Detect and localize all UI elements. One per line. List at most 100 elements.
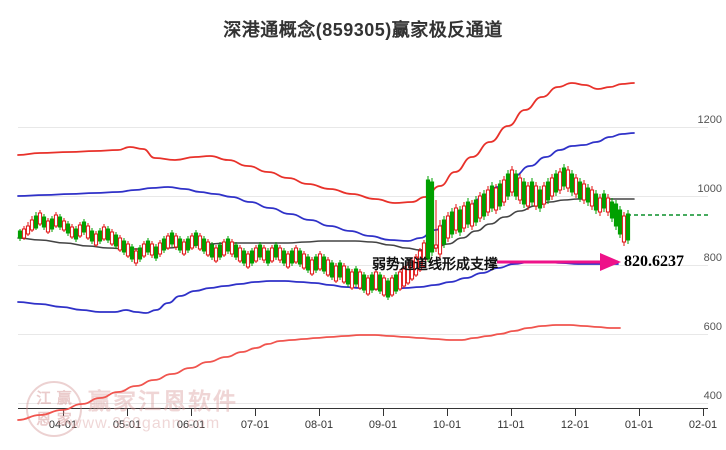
candle-body — [345, 268, 351, 285]
candle-body — [565, 169, 571, 189]
seal-char-3: 恩 — [36, 410, 52, 428]
band-line — [17, 82, 635, 204]
candle-body — [477, 195, 483, 219]
candle-body — [377, 274, 383, 292]
gridline — [18, 334, 708, 335]
candle-body — [149, 243, 155, 256]
candle-body — [241, 250, 247, 264]
candle-body — [457, 209, 463, 233]
candle-body — [141, 243, 147, 257]
candlestick-group — [17, 164, 631, 300]
candle-body — [129, 246, 135, 260]
candle-body — [113, 234, 119, 247]
candle-body — [361, 274, 367, 291]
candle-body — [317, 253, 323, 270]
candle-body — [133, 250, 139, 264]
candle-body — [229, 241, 235, 255]
x-axis-tick — [639, 409, 640, 416]
x-axis-label: 06-01 — [176, 419, 206, 431]
candle-body — [217, 244, 223, 258]
candle-body — [137, 247, 143, 260]
candle-body — [437, 225, 443, 255]
candle-body — [53, 214, 59, 227]
candle-body — [73, 228, 79, 240]
x-axis-tick — [575, 409, 576, 416]
band-line — [17, 132, 635, 242]
candle-body — [265, 250, 271, 264]
x-axis-label: 09-01 — [368, 419, 398, 431]
x-axis-label: 12-01 — [560, 419, 590, 431]
candle-body — [161, 238, 167, 251]
candle-body — [381, 277, 387, 296]
candle-body — [173, 235, 179, 248]
candle-body — [321, 256, 327, 272]
candle-body — [465, 201, 471, 225]
candle-body — [605, 197, 611, 213]
candle-body — [269, 247, 275, 262]
y-axis-label: 400 — [703, 390, 722, 402]
candle-body — [325, 259, 331, 276]
x-axis-label: 01-01 — [624, 419, 654, 431]
candle-body — [281, 250, 287, 264]
candle-body — [609, 201, 615, 219]
candle-body — [33, 215, 39, 229]
x-axis-tick — [383, 409, 384, 416]
candle-body — [473, 199, 479, 223]
candle-body — [165, 235, 171, 249]
candle-body — [501, 179, 507, 203]
candle-body — [481, 193, 487, 217]
candle-body — [561, 167, 567, 187]
band-line — [17, 261, 619, 314]
annotation-label: 弱势通道线形成支撑 — [372, 256, 498, 272]
candle-body — [553, 173, 559, 193]
candle-body — [453, 207, 459, 231]
candle-body — [49, 218, 55, 230]
candle-body — [277, 247, 283, 261]
candle-body — [445, 215, 451, 239]
candle-body — [197, 235, 203, 250]
candle-body — [541, 185, 547, 205]
candle-body — [529, 181, 535, 203]
candle-body — [549, 177, 555, 197]
candle-body — [581, 183, 587, 201]
candle-body — [397, 271, 403, 290]
candle-body — [85, 225, 91, 239]
candle-body — [521, 181, 527, 205]
candle-body — [37, 212, 43, 225]
candle-body — [293, 247, 299, 263]
candle-body — [205, 241, 211, 256]
candle-body — [349, 271, 355, 289]
candle-body — [17, 230, 23, 239]
x-axis-label: 07-01 — [240, 419, 270, 431]
gridline — [18, 196, 708, 197]
x-axis-tick — [511, 409, 512, 416]
candle-body — [509, 169, 515, 193]
candle-body — [621, 215, 627, 243]
candle-body — [145, 240, 151, 253]
candle-body — [29, 219, 35, 231]
x-axis-tick — [447, 409, 448, 416]
candle-body — [489, 185, 495, 209]
candle-body — [297, 250, 303, 265]
candle-body — [157, 242, 163, 255]
candle-body — [589, 189, 595, 207]
x-axis-label: 10-01 — [432, 419, 462, 431]
candle-body — [189, 235, 195, 249]
candle-body — [221, 241, 227, 256]
candle-body — [305, 256, 311, 271]
candle-body — [253, 247, 259, 262]
candle-body — [313, 256, 319, 271]
candle-body — [117, 237, 123, 251]
candle-body — [109, 231, 115, 245]
candle-body — [585, 187, 591, 203]
gridline — [18, 265, 708, 266]
candle-body — [257, 244, 263, 258]
candle-body — [69, 226, 75, 238]
candle-body — [181, 241, 187, 255]
candle-body — [497, 183, 503, 207]
candle-body — [61, 220, 67, 231]
candle-body — [21, 228, 27, 239]
x-axis-tick — [255, 409, 256, 416]
candle-body — [333, 265, 339, 282]
